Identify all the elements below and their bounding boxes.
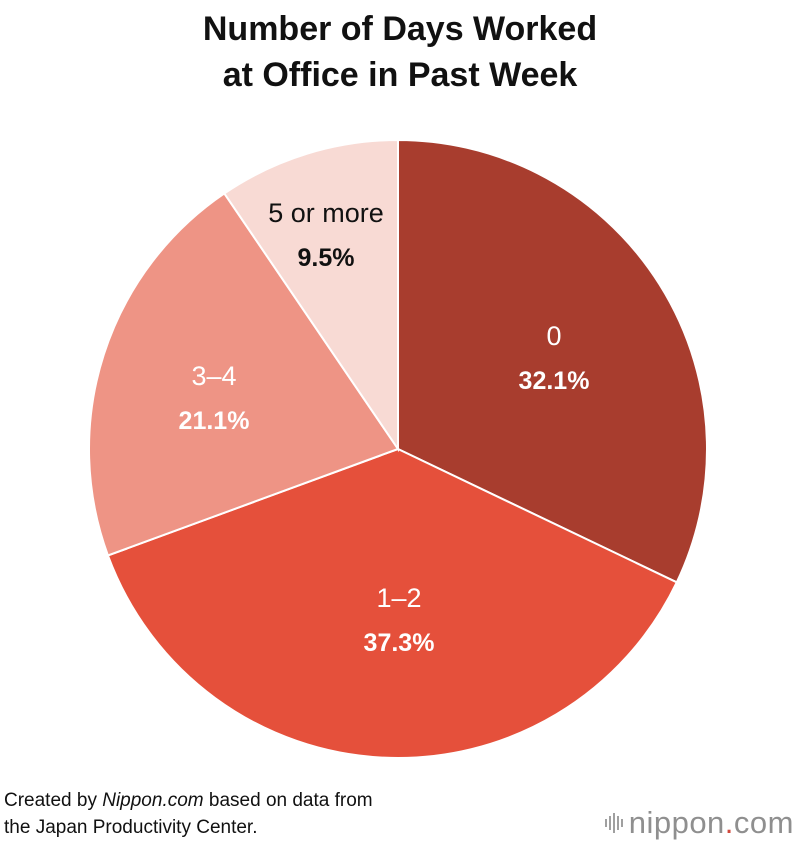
source-line-2: the Japan Productivity Center. <box>4 817 258 838</box>
source-prefix: Created by <box>4 790 103 811</box>
source-brand: Nippon.com <box>102 790 204 811</box>
source-line-1: Created by Nippon.com based on data from <box>4 787 373 814</box>
soundwave-icon <box>604 813 623 833</box>
logo-wordmark: nippon.com <box>629 805 794 841</box>
chart-title-line-1: Number of Days Worked <box>202 10 598 48</box>
pie-slice-4 <box>222 138 399 453</box>
nippon-logo: nippon.com <box>604 805 794 841</box>
logo-tld: com <box>733 805 794 840</box>
slice-category-label: 1–2 <box>376 583 421 613</box>
pie-slice-3 <box>88 192 400 557</box>
slice-category-label: 0 <box>546 321 561 351</box>
logo-dot: . <box>724 805 734 840</box>
slice-category-label: 3–4 <box>191 361 236 391</box>
slice-value-label: 32.1% <box>519 367 590 395</box>
chart-title-line-2: at Office in Past Week <box>222 56 578 94</box>
slice-category-label: 5 or more <box>268 198 384 228</box>
pie-slice-1 <box>397 138 708 584</box>
source-note: Created by Nippon.com based on data from… <box>4 787 373 841</box>
pie-slice-2 <box>106 447 679 759</box>
slice-value-label: 9.5% <box>298 244 355 272</box>
source-suffix: based on data from <box>203 790 373 811</box>
logo-word: nippon <box>628 805 725 840</box>
slice-value-label: 37.3% <box>364 629 435 657</box>
chart-title: Number of Days Worked at Office in Past … <box>0 6 800 98</box>
slice-value-label: 21.1% <box>179 407 250 435</box>
